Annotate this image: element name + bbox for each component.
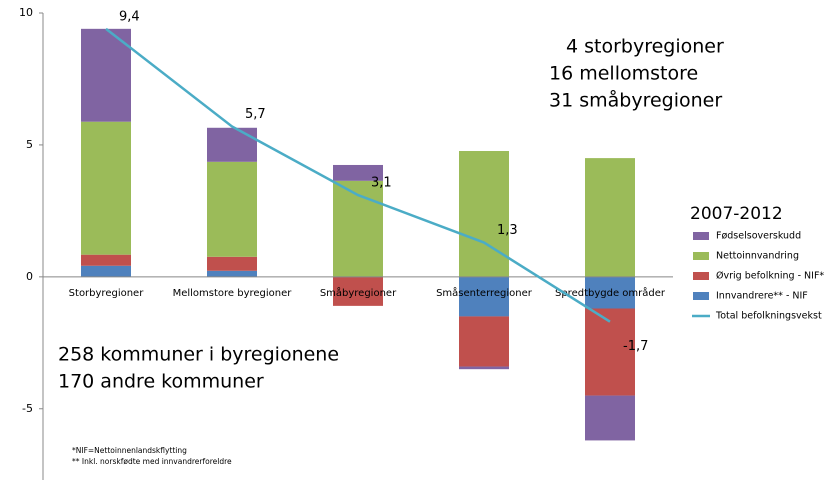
data-label: -1,7 [623, 339, 648, 354]
data-label: 3,1 [371, 176, 392, 191]
bar-segment [585, 308, 635, 396]
x-tick-label: Storbyregioner [69, 288, 145, 299]
legend-label: Total befolkningsvekst [715, 311, 822, 322]
annotation: 31 småbyregioner [549, 89, 722, 112]
x-tick-label: Småsenterregioner [436, 286, 533, 299]
legend-label: Innvandrere** - NIF [716, 291, 808, 302]
data-label: 1,3 [497, 223, 518, 238]
bar-segment [459, 316, 509, 367]
bar-segment [207, 161, 257, 257]
bar-segment [81, 28, 131, 122]
legend-title: 2007-2012 [690, 204, 783, 224]
legend-label: Fødselsoverskudd [716, 231, 801, 242]
legend-swatch [693, 252, 709, 260]
y-tick-label: -5 [22, 402, 33, 415]
bar-segment [81, 265, 131, 277]
legend-label: Øvrig befolkning - NIF* [716, 271, 824, 282]
bar-segment [81, 121, 131, 255]
x-tick-label: Spredtbygde områder [555, 286, 666, 299]
bar-segment [585, 276, 635, 309]
bar-segment [459, 276, 509, 317]
bar-segment [333, 164, 383, 181]
footnote: ** Inkl. norskfødte med innvandrerforeld… [72, 457, 232, 466]
bar-segment [207, 256, 257, 271]
bar-segment [333, 180, 383, 277]
y-tick-label: 5 [26, 138, 33, 151]
bar-segment [585, 395, 635, 441]
annotation: 170 andre kommuner [58, 371, 264, 393]
bar-segment [81, 254, 131, 266]
bar-segment [207, 127, 257, 162]
bar-segment [333, 276, 383, 306]
legend-swatch [693, 232, 709, 240]
y-tick-label: 0 [26, 270, 33, 283]
legend-swatch [693, 272, 709, 280]
data-label: 9,4 [119, 9, 140, 24]
x-tick-label: Mellomstore byregioner [173, 288, 293, 299]
annotation: 4 storbyregioner [566, 36, 724, 58]
footnote: *NIF=Nettoinnenlandskflytting [72, 446, 187, 455]
legend-label: Nettoinnvandring [716, 251, 799, 262]
bar-segment [207, 270, 257, 277]
legend-swatch [693, 292, 709, 300]
data-label: 5,7 [245, 107, 266, 122]
bar-segment [585, 158, 635, 277]
annotation: 258 kommuner i byregionene [58, 344, 339, 366]
bar-segment [459, 366, 509, 370]
y-tick-label: 10 [19, 6, 33, 19]
annotation: 16 mellomstore [549, 63, 698, 85]
x-tick-label: Småbyregioner [320, 286, 397, 299]
bar-segment [459, 150, 509, 277]
total-line [105, 27, 611, 323]
